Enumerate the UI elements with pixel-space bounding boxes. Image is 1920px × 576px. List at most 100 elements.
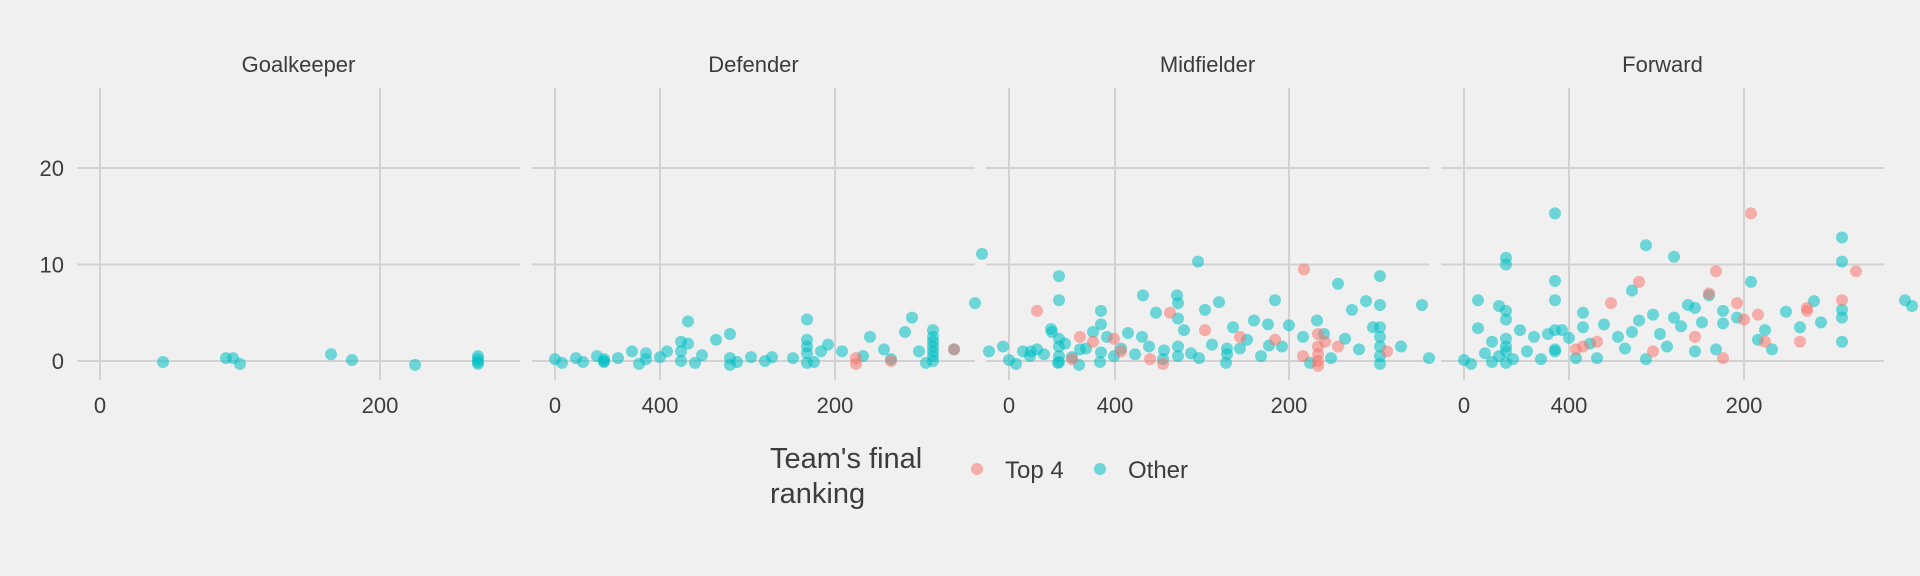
- other-point: [1395, 340, 1407, 353]
- other-point: [1479, 347, 1491, 360]
- other-point: [710, 333, 722, 346]
- other-point: [1577, 321, 1589, 334]
- other-point: [1150, 306, 1162, 319]
- y-tick-label: 0: [52, 349, 64, 374]
- x-tick-label: 200: [362, 393, 399, 418]
- other-point: [1591, 352, 1603, 365]
- other-point: [1143, 340, 1155, 353]
- other-point: [1158, 344, 1170, 357]
- other-point: [234, 357, 246, 370]
- other-point: [1500, 304, 1512, 317]
- top4-point: [1752, 308, 1764, 321]
- other-point: [1374, 330, 1386, 343]
- other-point: [157, 355, 169, 368]
- other-point: [1689, 345, 1701, 358]
- other-point: [1423, 352, 1435, 365]
- other-point: [1094, 355, 1106, 368]
- other-point: [1178, 324, 1190, 337]
- other-point: [1598, 318, 1610, 331]
- top4-point: [1312, 327, 1324, 340]
- x-tick-label: 400: [1097, 393, 1134, 418]
- top4-point: [1297, 350, 1309, 363]
- x-tick-label: 0: [1003, 393, 1015, 418]
- top4-point: [850, 357, 862, 370]
- x-tick-label: 200: [1726, 393, 1763, 418]
- other-point: [1262, 318, 1274, 331]
- top4-point: [1115, 345, 1127, 358]
- other-point: [1633, 314, 1645, 327]
- other-point: [1095, 304, 1107, 317]
- other-point: [1640, 353, 1652, 366]
- top4-point: [885, 355, 897, 367]
- other-point: [1221, 342, 1233, 355]
- top4-point: [1647, 345, 1659, 358]
- other-point: [1542, 327, 1554, 340]
- other-point: [1360, 295, 1372, 308]
- other-point: [1374, 270, 1386, 283]
- x-tick-label: 400: [1551, 393, 1588, 418]
- top4-point: [1157, 357, 1169, 370]
- other-point: [801, 347, 813, 360]
- other-point: [346, 354, 358, 367]
- other-point: [1626, 326, 1638, 339]
- facet-title: Goalkeeper: [242, 52, 356, 77]
- other-point: [1836, 255, 1848, 268]
- top4-point: [1381, 345, 1393, 358]
- other-point: [1374, 357, 1386, 370]
- other-point: [1794, 321, 1806, 334]
- top4-point: [1801, 304, 1813, 317]
- other-point: [1766, 343, 1778, 356]
- other-point: [1906, 299, 1918, 312]
- x-tick-label: 0: [94, 393, 106, 418]
- other-point: [1095, 318, 1107, 331]
- top4-point: [1332, 340, 1344, 353]
- other-point: [1647, 308, 1659, 321]
- top4-point: [1234, 330, 1246, 343]
- other-point: [1325, 352, 1337, 365]
- legend-key: [1094, 463, 1106, 475]
- other-point: [1332, 277, 1344, 290]
- top4-point: [1850, 265, 1862, 278]
- legend-key: [971, 463, 983, 475]
- other-point: [1095, 346, 1107, 359]
- other-point: [1374, 321, 1386, 334]
- other-point: [864, 330, 876, 343]
- other-point: [1815, 316, 1827, 329]
- top4-point: [1717, 352, 1729, 365]
- other-point: [724, 327, 736, 340]
- other-point: [1682, 299, 1694, 312]
- other-point: [1416, 299, 1428, 312]
- top4-point: [1836, 294, 1848, 307]
- top4-point: [1591, 335, 1603, 348]
- legend-title: Team's final: [770, 443, 922, 475]
- other-point: [1836, 335, 1848, 348]
- other-point: [696, 349, 708, 362]
- top4-point: [1738, 313, 1750, 326]
- other-point: [759, 355, 771, 367]
- top4-point: [1731, 297, 1743, 310]
- other-point: [976, 247, 988, 260]
- other-point: [598, 355, 610, 367]
- other-point: [878, 343, 890, 356]
- other-point: [1556, 324, 1568, 337]
- legend-title: ranking: [770, 478, 865, 510]
- top4-point: [1605, 297, 1617, 310]
- legend-label: Top 4: [1005, 457, 1064, 484]
- legend: Team's final ranking Top 4 Other: [770, 443, 1188, 510]
- other-point: [1619, 342, 1631, 355]
- top4-point: [1689, 330, 1701, 343]
- other-point: [682, 315, 694, 328]
- other-point: [1535, 353, 1547, 366]
- other-point: [675, 355, 687, 367]
- top4-point: [1745, 207, 1757, 220]
- other-point: [1038, 348, 1050, 361]
- other-point: [1185, 347, 1197, 360]
- top4-point: [1074, 330, 1086, 343]
- other-point: [1612, 330, 1624, 343]
- other-point: [1122, 327, 1134, 340]
- other-point: [1192, 255, 1204, 268]
- y-tick-label: 10: [40, 253, 64, 278]
- other-point: [1521, 345, 1533, 358]
- other-point: [1717, 304, 1729, 317]
